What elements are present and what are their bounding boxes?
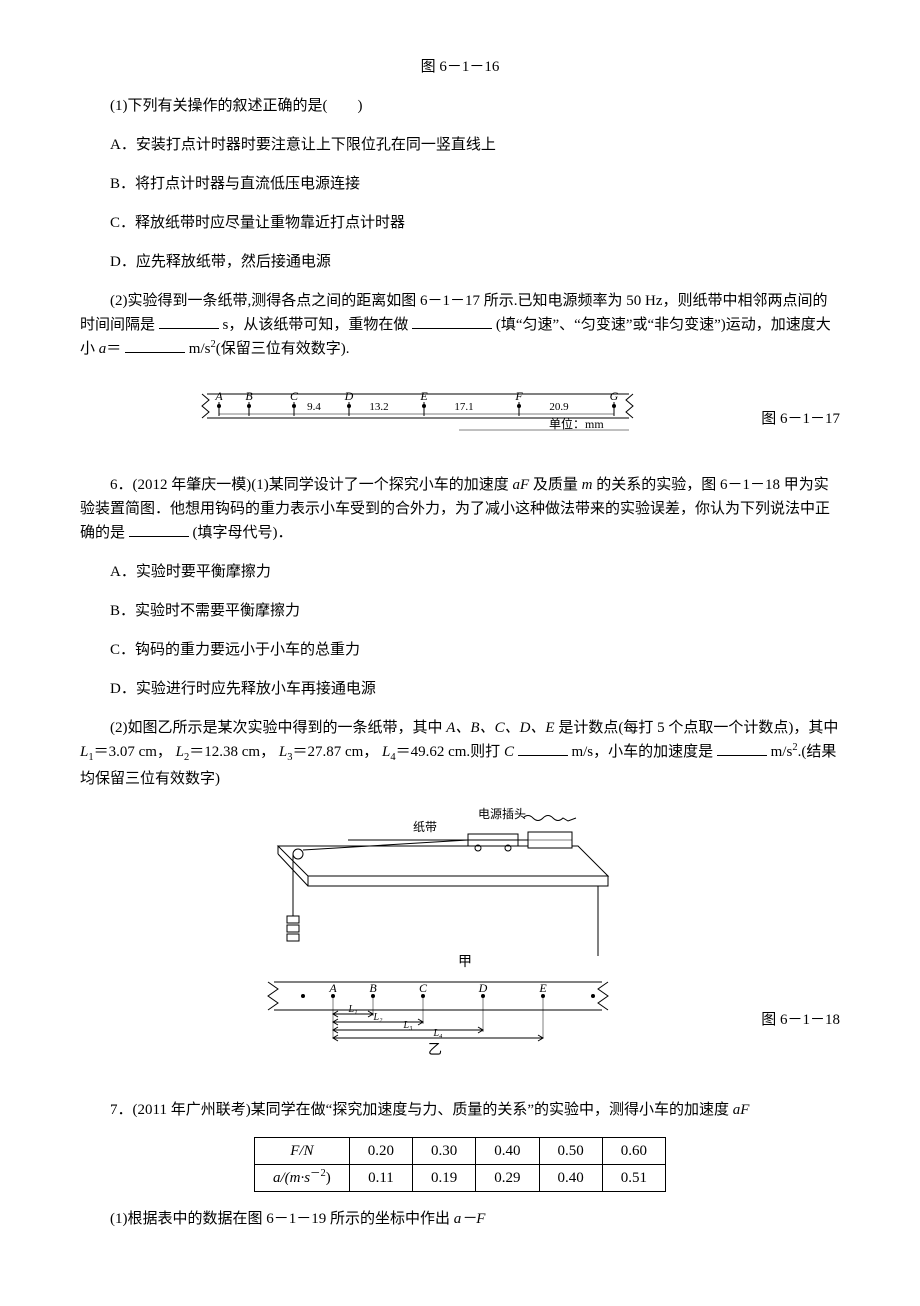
q7-table: F/N 0.20 0.30 0.40 0.50 0.60 a/(m·s－2) 0… (254, 1137, 666, 1192)
q6-opt-c: C．钩码的重力要远小于小车的总重力 (80, 638, 840, 662)
blank-q6-ans[interactable] (129, 521, 189, 537)
q5-1-opt-a: A．安装打点计时器时要注意让上下限位孔在同一竖直线上 (80, 133, 840, 157)
svg-text:L₂: L₂ (372, 1012, 383, 1023)
svg-text:单位：mm: 单位：mm (549, 416, 604, 431)
q5-1-opt-c: C．释放纸带时应尽量让重物靠近打点计时器 (80, 211, 840, 235)
svg-text:B: B (369, 981, 377, 995)
fig-label-6-1-16: 图 6－1－16 (80, 55, 840, 79)
svg-text:D: D (477, 981, 487, 995)
svg-text:甲: 甲 (458, 955, 472, 970)
blank-accel[interactable] (125, 337, 185, 353)
q6-2-stem: (2)如图乙所示是某次实验中得到的一条纸带，其中 A、B、C、D、E 是计数点(… (80, 716, 840, 791)
page: 图 6－1－16 (1)下列有关操作的叙述正确的是( ) A．安装打点计时器时要… (0, 0, 920, 1306)
q7-1: (1)根据表中的数据在图 6－1－19 所示的坐标中作出 a－F (80, 1207, 840, 1231)
th-a: a/(m·s－2) (254, 1164, 349, 1191)
svg-text:9.4: 9.4 (307, 401, 321, 413)
fig-6-1-17-row: A B C D E F G 9.4 13.2 17.1 20.9 单位：mm 图 6－1－17 (80, 376, 840, 431)
blank-time[interactable] (159, 313, 219, 329)
svg-text:C: C (290, 389, 299, 403)
q7-stem: 7．(2011 年广州联考)某同学在做“探究加速度与力、质量的关系”的实验中，测… (80, 1098, 840, 1122)
svg-text:电源插头: 电源插头 (478, 807, 526, 821)
svg-text:A: A (328, 981, 337, 995)
svg-text:E: E (538, 981, 547, 995)
blank-motion[interactable] (412, 313, 492, 329)
th-F: F/N (254, 1137, 349, 1164)
q6-stem: 6．(2012 年肇庆一模)(1)某同学设计了一个探究小车的加速度 aF 及质量… (80, 473, 840, 545)
svg-text:D: D (343, 389, 353, 403)
svg-text:L₃: L₃ (402, 1020, 413, 1031)
q5-1-opt-b: B．将打点计时器与直流低压电源连接 (80, 172, 840, 196)
q6-opt-a: A．实验时要平衡摩擦力 (80, 560, 840, 584)
q6-opt-d: D．实验进行时应先释放小车再接通电源 (80, 677, 840, 701)
svg-text:E: E (419, 389, 428, 403)
q5-1-opt-d: D．应先释放纸带，然后接通电源 (80, 250, 840, 274)
fig-label-6-1-18: 图 6－1－18 (755, 1008, 840, 1056)
apparatus-and-tape: 电源插头纸带甲 A B C D E L₁ L₂ L₃ L₄ 乙 (208, 806, 628, 1056)
svg-text:L₄: L₄ (432, 1028, 443, 1039)
fig-label-6-1-17: 图 6－1－17 (757, 407, 840, 431)
q6-opt-b: B．实验时不需要平衡摩擦力 (80, 599, 840, 623)
table-row: F/N 0.20 0.30 0.40 0.50 0.60 (254, 1137, 665, 1164)
svg-text:20.9: 20.9 (549, 401, 569, 413)
q5-1-stem: (1)下列有关操作的叙述正确的是( ) (80, 94, 840, 118)
svg-text:C: C (419, 981, 428, 995)
svg-text:G: G (609, 389, 618, 403)
svg-text:13.2: 13.2 (369, 401, 388, 413)
q5-2-stem: (2)实验得到一条纸带,测得各点之间的距离如图 6－1－17 所示.已知电源频率… (80, 289, 840, 361)
svg-text:F: F (514, 389, 523, 403)
tape-diagram-1: A B C D E F G 9.4 13.2 17.1 20.9 单位：mm (199, 376, 639, 431)
blank-vc[interactable] (518, 740, 568, 756)
svg-text:A: A (214, 389, 223, 403)
svg-text:17.1: 17.1 (454, 401, 473, 413)
svg-text:纸带: 纸带 (413, 820, 437, 834)
fig-6-1-18-row: 电源插头纸带甲 A B C D E L₁ L₂ L₃ L₄ 乙 图 6－1－18 (80, 806, 840, 1056)
blank-a2[interactable] (717, 740, 767, 756)
table-row: a/(m·s－2) 0.11 0.19 0.29 0.40 0.51 (254, 1164, 665, 1191)
svg-text:乙: 乙 (428, 1042, 442, 1056)
svg-text:L₁: L₁ (347, 1004, 357, 1015)
svg-text:B: B (245, 389, 253, 403)
